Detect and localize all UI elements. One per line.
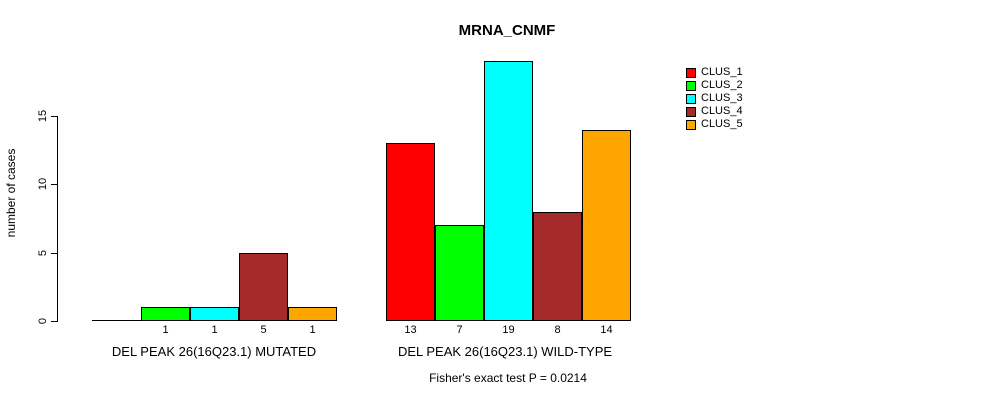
legend: CLUS_1 CLUS_2 CLUS_3 CLUS_4 CLUS_5 (686, 66, 743, 131)
bar-value-label-clus_4-wild-type: 8 (554, 324, 561, 336)
bar-value-label-clus_3-wild-type: 19 (502, 324, 515, 336)
y-tick-15 (51, 116, 58, 117)
bar-value-label-clus_3-mutated: 1 (211, 324, 218, 336)
legend-label-clus_2: CLUS_2 (701, 79, 743, 91)
bar-clus_1-wild-type (386, 143, 435, 321)
legend-label-clus_1: CLUS_1 (701, 66, 743, 78)
chart-title: MRNA_CNMF (458, 22, 556, 39)
y-tick-10 (51, 184, 58, 185)
legend-swatch-clus_4 (686, 106, 696, 117)
bar-clus_2-wild-type (435, 225, 484, 321)
y-axis-label: number of cases (4, 148, 18, 238)
bar-clus_1-mutated (92, 320, 141, 321)
legend-swatch-clus_5 (686, 119, 696, 130)
legend-label-clus_5: CLUS_5 (701, 118, 743, 130)
legend-row-clus_3: CLUS_3 (686, 92, 743, 105)
legend-swatch-clus_3 (686, 93, 696, 104)
y-axis (57, 116, 58, 322)
bar-value-label-clus_2-wild-type: 7 (456, 324, 463, 336)
y-tick-label-5: 5 (37, 249, 49, 257)
y-tick-label-10: 10 (37, 177, 49, 191)
bar-clus_2-mutated (141, 307, 190, 321)
bar-value-label-clus_5-wild-type: 14 (600, 324, 613, 336)
bar-value-label-clus_4-mutated: 5 (260, 324, 267, 336)
bar-value-label-clus_2-mutated: 1 (162, 324, 169, 336)
legend-label-clus_4: CLUS_4 (701, 105, 743, 117)
x-category-label-mutated: DEL PEAK 26(16Q23.1) MUTATED (111, 344, 317, 359)
x-category-label-wild-type: DEL PEAK 26(16Q23.1) WILD-TYPE (397, 344, 613, 359)
bar-clus_4-mutated (239, 253, 288, 321)
legend-swatch-clus_2 (686, 80, 696, 91)
fisher-test-annotation: Fisher's exact test P = 0.0214 (429, 371, 587, 385)
legend-row-clus_2: CLUS_2 (686, 79, 743, 92)
bar-clus_3-wild-type (484, 61, 533, 321)
bar-clus_4-wild-type (533, 212, 582, 321)
legend-row-clus_4: CLUS_4 (686, 105, 743, 118)
bar-value-label-clus_5-mutated: 1 (309, 324, 316, 336)
bar-clus_5-mutated (288, 307, 337, 321)
y-tick-5 (51, 253, 58, 254)
bar-value-label-clus_1-wild-type: 13 (404, 324, 417, 336)
legend-swatch-clus_1 (686, 67, 696, 78)
y-tick-label-0: 0 (37, 317, 49, 325)
y-tick-0 (51, 321, 58, 322)
legend-row-clus_5: CLUS_5 (686, 118, 743, 131)
legend-row-clus_1: CLUS_1 (686, 66, 743, 79)
y-tick-label-15: 15 (37, 109, 49, 123)
bar-clus_3-mutated (190, 307, 239, 321)
bar-clus_5-wild-type (582, 130, 631, 321)
legend-label-clus_3: CLUS_3 (701, 92, 743, 104)
